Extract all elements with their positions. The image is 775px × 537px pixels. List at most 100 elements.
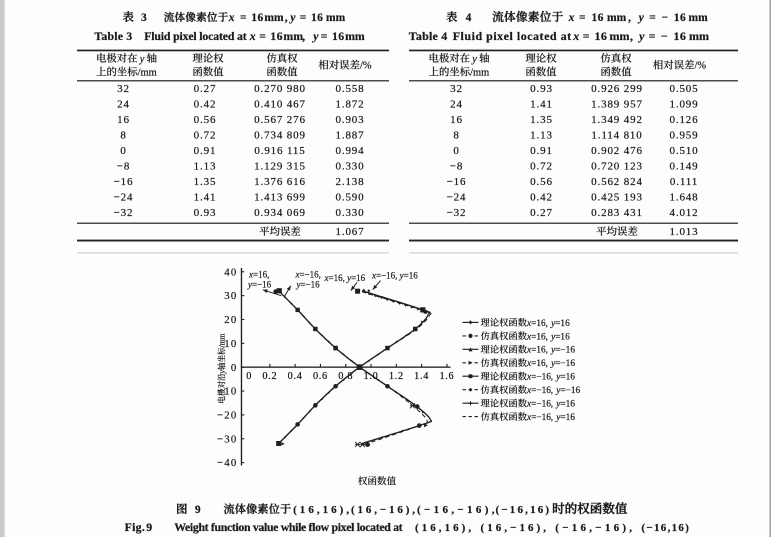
svg-text:16: 16 [450,114,463,126]
svg-text:16: 16 [674,29,687,43]
svg-text:16: 16 [595,29,608,43]
svg-text:=16,: =16, [253,270,269,280]
svg-text:0.93: 0.93 [194,207,217,219]
svg-text:1.2: 1.2 [389,371,404,382]
svg-text:,: , [546,332,548,342]
svg-text:0.72: 0.72 [194,130,217,142]
svg-text:−16: −16 [447,176,467,188]
svg-text:=−16: =−16 [555,346,575,356]
svg-text:0.283 431: 0.283 431 [591,207,643,219]
svg-text:0: 0 [246,371,251,382]
svg-text:x: x [371,271,376,281]
svg-text:16: 16 [251,12,263,24]
svg-text:−24: −24 [114,192,134,204]
svg-text:1.35: 1.35 [530,114,553,126]
svg-text:=−16: =−16 [376,271,396,281]
svg-text:4: 4 [466,12,472,24]
svg-text:1.413 699: 1.413 699 [254,192,306,204]
svg-text:mm: mm [283,29,303,43]
svg-text:=: = [259,29,266,43]
svg-text:=16: =16 [329,273,344,283]
svg-text:0.93: 0.93 [530,83,553,95]
svg-text:y: y [471,54,477,65]
svg-text:−30: −30 [217,433,238,445]
svg-text:y: y [550,346,556,356]
svg-text:=16: =16 [531,332,546,342]
svg-text:0.994: 0.994 [336,145,365,157]
svg-text:1.41: 1.41 [194,192,217,204]
svg-text:Weight function value while fl: Weight function value while flow pixel l… [174,520,402,534]
svg-text:mm: mm [326,12,346,24]
svg-text:=16: =16 [555,332,570,342]
svg-text:0.4: 0.4 [288,371,303,382]
svg-text:=−16: =−16 [531,386,551,396]
svg-text:−8: −8 [450,161,463,173]
svg-text:1.872: 1.872 [336,99,365,111]
svg-text:,: , [551,400,553,410]
svg-text:−: − [661,29,668,43]
svg-text:0.410 467: 0.410 467 [254,99,306,111]
svg-text:=16: =16 [531,319,546,329]
svg-text:1.0: 1.0 [364,371,379,382]
svg-text:=−16: =−16 [555,359,575,369]
svg-text:,: , [630,29,633,43]
svg-text:0.567 276: 0.567 276 [254,114,306,126]
svg-text:=16: =16 [560,400,575,410]
svg-text:y: y [311,29,319,43]
svg-text:=16: =16 [531,346,546,356]
svg-text:x: x [568,12,575,24]
svg-text:−24: −24 [447,192,467,204]
svg-text:=16: =16 [531,359,546,369]
svg-text:−: − [662,12,669,24]
svg-text:0.916 115: 0.916 115 [254,145,305,157]
svg-text:(16,−16),: (16,−16), [481,522,547,534]
svg-text:x: x [526,400,532,410]
svg-text:y: y [637,29,645,43]
svg-text:y: y [555,386,561,396]
svg-text:mm: mm [264,12,284,24]
svg-text:Fig.: Fig. [125,520,146,534]
svg-text:0.8: 0.8 [338,371,353,382]
svg-text:24: 24 [450,99,463,111]
svg-text:0.91: 0.91 [194,145,217,157]
svg-text:=: = [321,29,328,43]
svg-text:8: 8 [453,130,459,142]
svg-text:y: y [288,12,296,24]
svg-text:0.72: 0.72 [530,161,553,173]
svg-text:,: , [551,413,553,423]
svg-text:=16: =16 [560,413,575,423]
svg-text:0.91: 0.91 [530,145,553,157]
svg-text:0.926 299: 0.926 299 [591,83,643,95]
svg-text:,: , [285,12,288,24]
svg-text:x: x [249,29,256,43]
svg-text:y: y [555,400,561,410]
svg-text:Table 4: Table 4 [409,29,448,43]
svg-text:x: x [526,359,532,369]
svg-text:mm: mm [689,29,709,43]
svg-text:30: 30 [224,290,237,302]
svg-text:=16: =16 [560,373,575,383]
svg-text:0.934 069: 0.934 069 [254,207,306,219]
svg-text:0.6: 0.6 [313,371,328,382]
svg-text:0.558: 0.558 [336,83,365,95]
svg-text:1.129 315: 1.129 315 [254,161,306,173]
svg-text:1.13: 1.13 [194,161,217,173]
svg-text:1.013: 1.013 [670,226,699,238]
svg-text:=−16: =−16 [531,400,551,410]
svg-text:0.562 824: 0.562 824 [591,176,643,188]
svg-text:0.734 809: 0.734 809 [254,130,306,142]
svg-text:16: 16 [592,12,604,24]
svg-text:x: x [295,270,300,280]
svg-text:0.902 476: 0.902 476 [591,145,643,157]
svg-text:,: , [628,12,631,24]
svg-text:−20: −20 [217,409,238,421]
svg-text:1.349 492: 1.349 492 [591,114,643,126]
svg-text:1.099: 1.099 [670,99,699,111]
svg-text:y: y [550,359,556,369]
svg-text:/mm: /mm [470,67,489,78]
svg-text:=16: =16 [351,273,366,283]
svg-text:3: 3 [141,12,147,24]
svg-text:=: = [240,12,247,24]
svg-text:y: y [637,12,645,24]
svg-text:y: y [555,373,561,383]
